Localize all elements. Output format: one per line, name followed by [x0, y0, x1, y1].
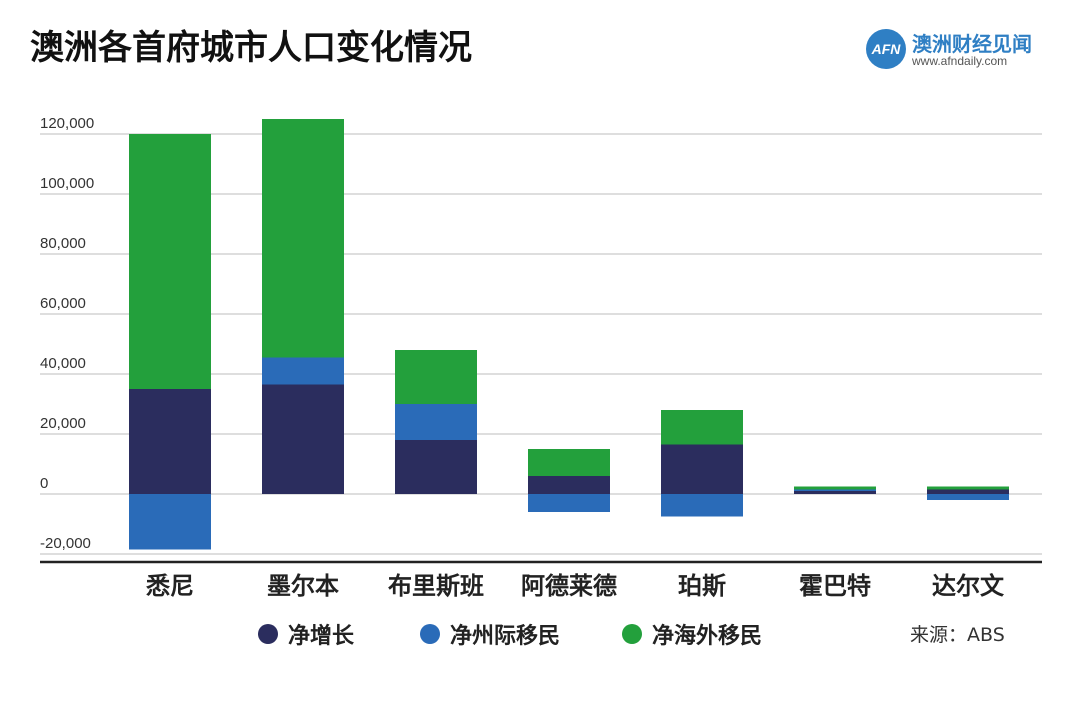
bar-segment-net_growth — [661, 444, 743, 494]
brand-url: www.afndaily.com — [912, 54, 1008, 68]
bar-segment-interstate — [395, 404, 477, 440]
bar-segment-overseas — [395, 350, 477, 404]
bar-segment-overseas — [794, 486, 876, 490]
y-tick-label: 40,000 — [40, 355, 86, 372]
y-tick-label: -20,000 — [40, 535, 91, 552]
bar-segment-interstate — [927, 494, 1009, 500]
bar-segment-net_growth — [794, 491, 876, 494]
chart-title: 澳洲各首府城市人口变化情况 — [30, 28, 472, 68]
bar-segment-interstate — [129, 494, 211, 550]
bar-segment-net_growth — [129, 389, 211, 494]
bar-segment-net_growth — [528, 476, 610, 494]
x-tick-labels: 悉尼 墨尔本 布里斯班 阿德莱德 珀斯 霍巴特 达尔文 — [146, 572, 1005, 600]
legend-item-interstate: 净州际移民 — [420, 618, 560, 650]
afn-logo-icon: AFN — [866, 29, 906, 69]
y-tick-label: 0 — [40, 475, 48, 492]
bar-segment-interstate — [528, 494, 610, 512]
legend-item-net-growth: 净增长 — [258, 618, 354, 650]
legend-item-overseas: 净海外移民 — [622, 618, 762, 650]
bar-segment-net_growth — [262, 384, 344, 494]
legend-label-net-growth: 净增长 — [288, 624, 355, 649]
y-tick-label: 80,000 — [40, 235, 86, 252]
source-note: 来源：ABS — [910, 624, 1005, 646]
x-tick-label: 墨尔本 — [267, 572, 339, 600]
legend-label-interstate: 净州际移民 — [450, 624, 561, 649]
brand-block: AFN 澳洲财经见闻 www.afndaily.com — [866, 26, 1056, 76]
legend-swatch-overseas — [622, 624, 642, 644]
bar-segment-overseas — [927, 486, 1009, 490]
bar-segment-net_growth — [927, 489, 1009, 494]
bar-segment-interstate — [661, 494, 743, 517]
y-tick-labels: 120,000 100,000 80,000 60,000 40,000 20,000 0 -… — [40, 115, 94, 552]
bar-segment-interstate — [794, 489, 876, 491]
x-tick-label: 悉尼 — [146, 572, 194, 600]
x-tick-label: 布里斯班 — [388, 572, 484, 600]
bars — [129, 119, 1009, 550]
bar-segment-overseas — [661, 410, 743, 445]
y-tick-label: 60,000 — [40, 295, 86, 312]
x-tick-label: 霍巴特 — [799, 572, 871, 600]
bar-segment-overseas — [262, 119, 344, 358]
x-tick-label: 阿德莱德 — [521, 572, 617, 600]
legend-swatch-interstate — [420, 624, 440, 644]
bar-segment-overseas — [528, 449, 610, 476]
legend-swatch-net-growth — [258, 624, 278, 644]
y-tick-label: 100,000 — [40, 175, 94, 192]
x-tick-label: 珀斯 — [678, 572, 726, 600]
bar-segment-net_growth — [395, 440, 477, 494]
brand-name: 澳洲财经见闻 — [912, 32, 1032, 56]
bar-segment-interstate — [262, 357, 344, 385]
bar-segment-overseas — [129, 134, 211, 389]
x-tick-label: 达尔文 — [932, 572, 1005, 600]
y-tick-label: 120,000 — [40, 115, 94, 132]
y-tick-label: 20,000 — [40, 415, 86, 432]
legend-label-overseas: 净海外移民 — [652, 624, 763, 649]
